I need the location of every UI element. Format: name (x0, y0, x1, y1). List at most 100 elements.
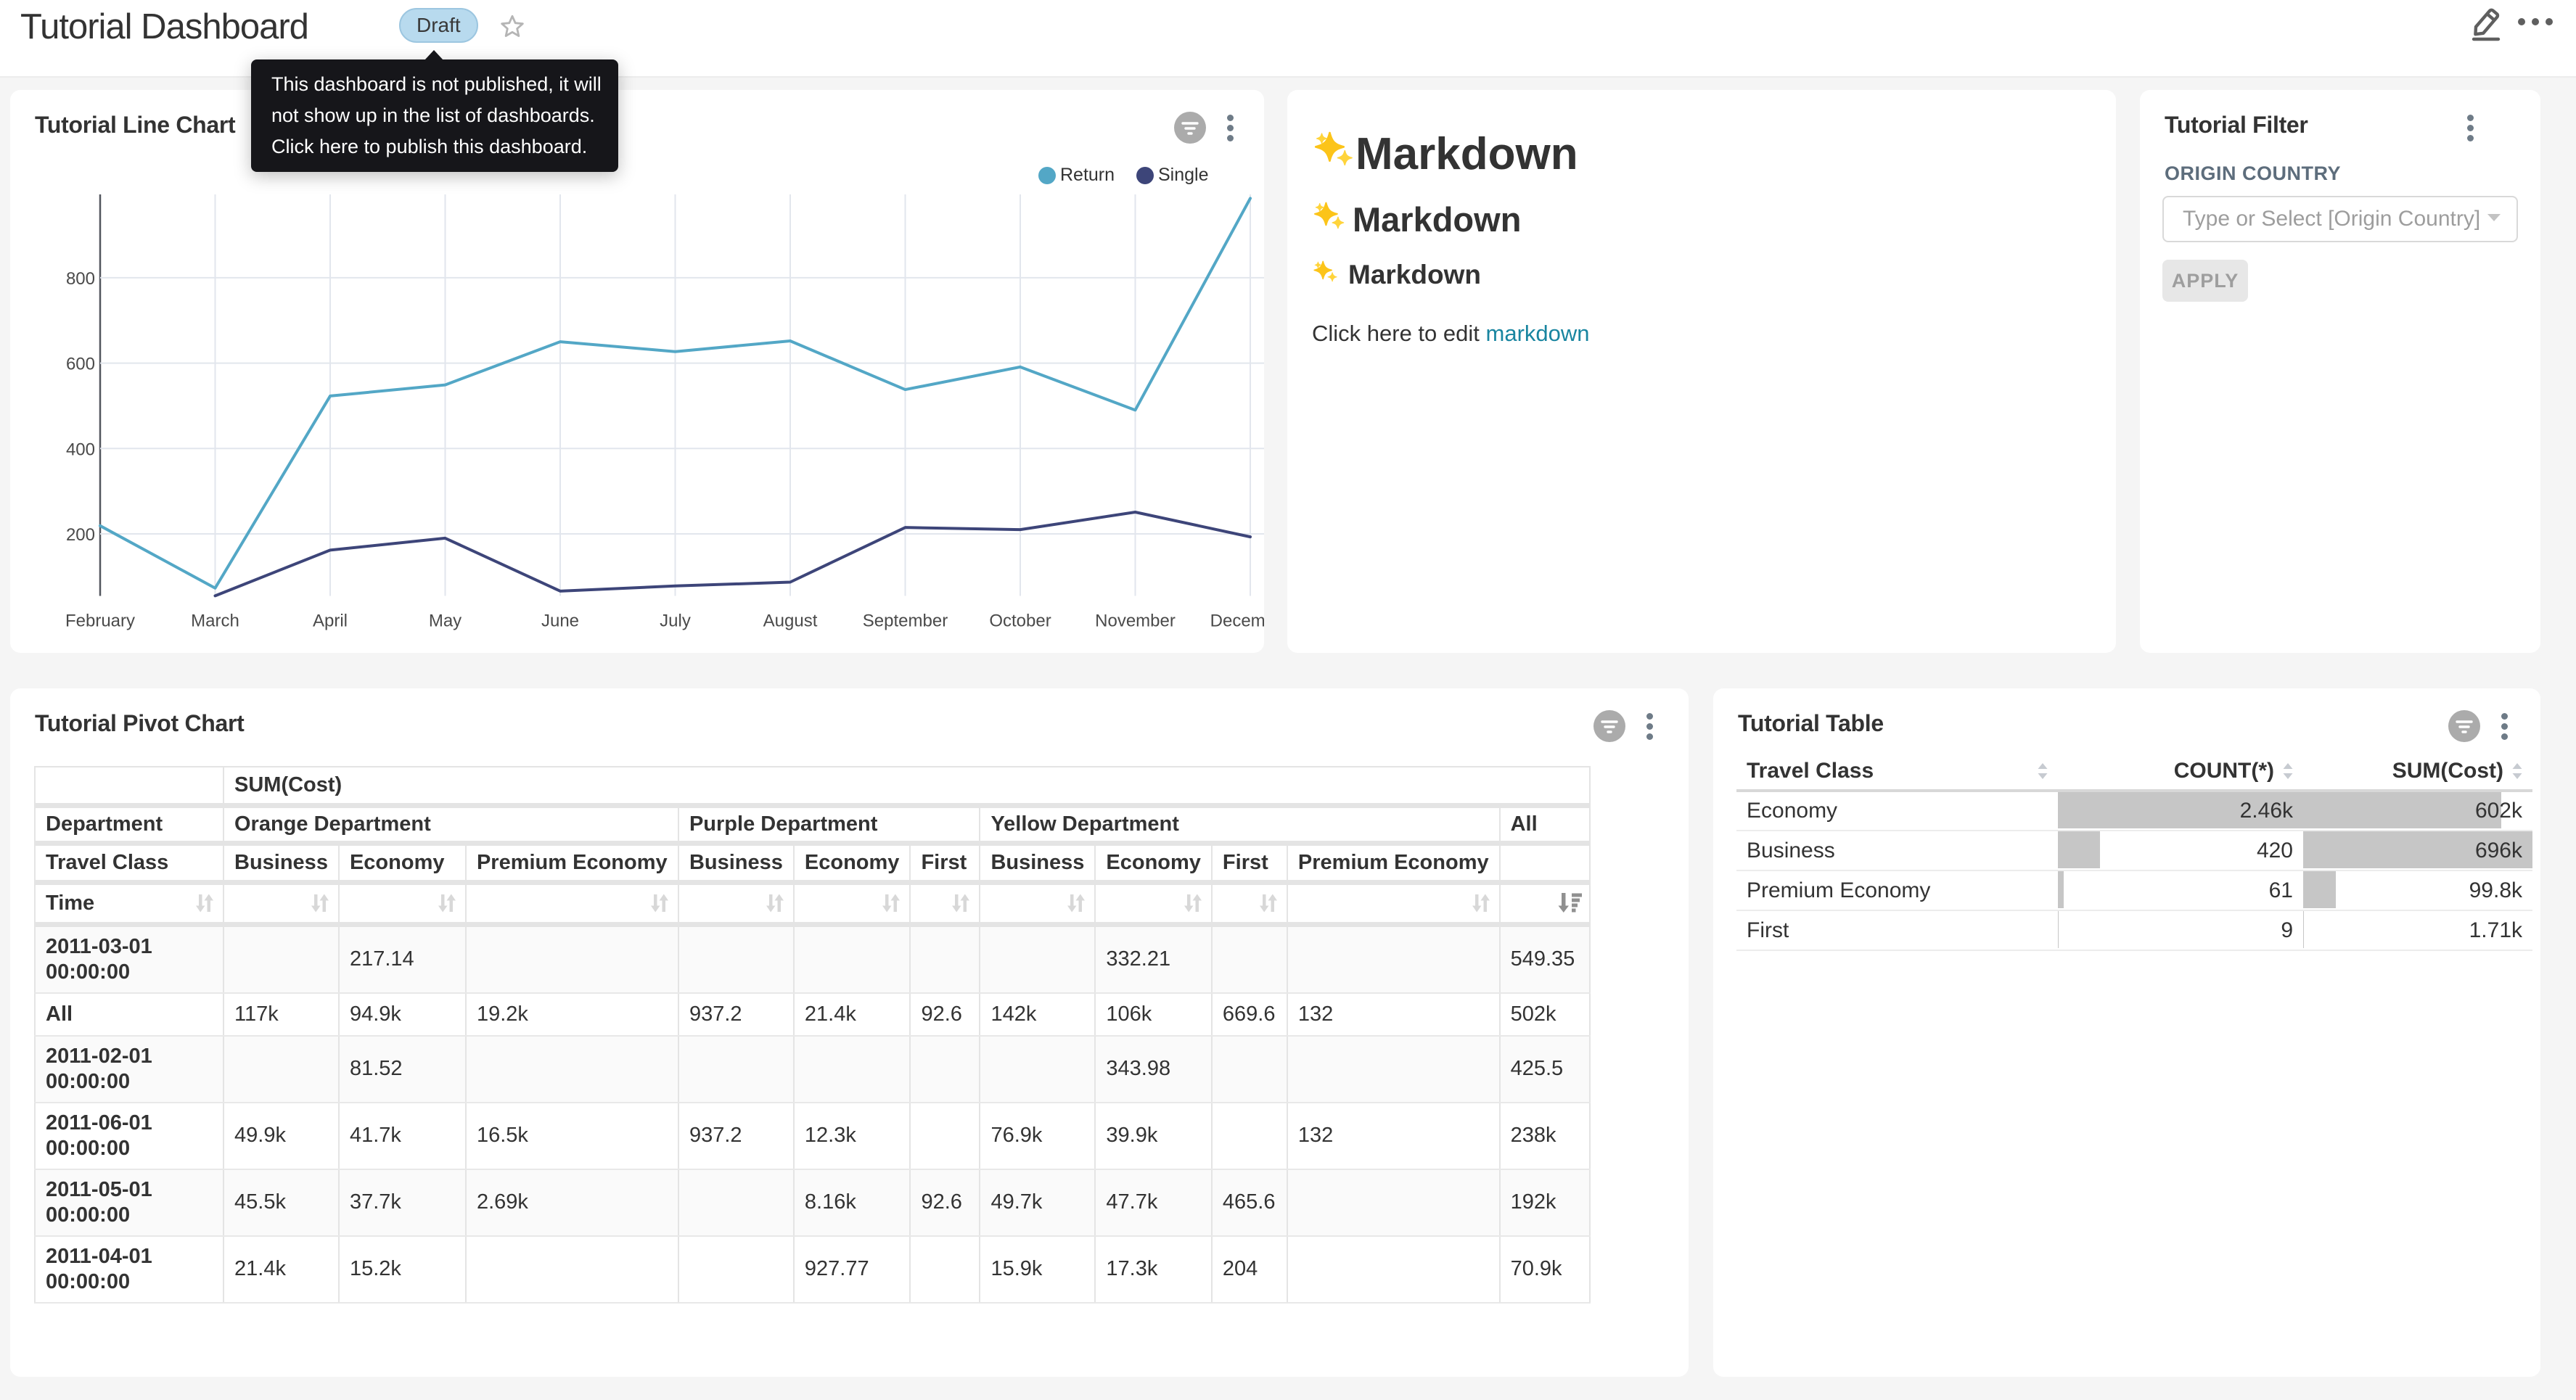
pivot-value-cell: 21.4k (223, 1235, 340, 1304)
pivot-col-header: Premium Economy (464, 843, 679, 885)
pivot-value-cell: 16.5k (464, 1102, 679, 1170)
filter-kebab-menu-icon[interactable] (2454, 112, 2486, 144)
pivot-sort-cell[interactable] (792, 882, 911, 927)
pivot-row-label: All (34, 992, 224, 1037)
pivot-sort-cell[interactable] (909, 882, 981, 927)
pivot-value-cell: 49.9k (223, 1102, 340, 1170)
favorite-star-icon[interactable] (498, 12, 527, 41)
pivot-value-cell: 21.4k (792, 992, 911, 1037)
pivot-time-header[interactable]: Time (34, 882, 224, 927)
cross-filter-icon[interactable] (1174, 112, 1206, 144)
header-kebab-menu-icon[interactable] (2515, 4, 2556, 39)
pivot-value-cell: 142k (979, 992, 1096, 1037)
pivot-value-cell: 92.6 (909, 992, 981, 1037)
pivot-value-cell: 70.9k (1498, 1235, 1591, 1304)
origin-country-select[interactable]: Type or Select [Origin Country] (2162, 196, 2518, 242)
pivot-col-header: Business (677, 843, 795, 885)
legend-single[interactable]: Single (1136, 165, 1209, 186)
pivot-sort-cell[interactable] (1498, 882, 1591, 927)
column-sort-icon[interactable] (2509, 760, 2525, 782)
pivot-sort-cell[interactable] (223, 882, 340, 927)
svg-text:November: November (1095, 612, 1176, 631)
pivot-value-cell: 132 (1286, 1102, 1501, 1170)
pivot-cross-filter-icon[interactable] (1593, 710, 1625, 742)
pivot-value-cell (1210, 1102, 1288, 1170)
pivot-sort-cell[interactable] (1094, 882, 1213, 927)
table-cross-filter-icon[interactable] (2448, 710, 2480, 742)
table-row[interactable]: Business 420 696k (1736, 831, 2532, 871)
sort-icon[interactable] (1469, 891, 1493, 915)
pivot-row-label: 2011-02-01 00:00:00 (34, 1035, 224, 1103)
sort-icon[interactable] (1181, 891, 1205, 915)
pivot-value-cell: 937.2 (677, 1102, 795, 1170)
pivot-row-dim-header: Department (34, 805, 224, 846)
markdown-link[interactable]: markdown (1485, 321, 1590, 346)
table-row[interactable]: Premium Economy 61 99.8k (1736, 870, 2532, 911)
pivot-table: SUM(Cost) Department Orange Department Purp… (34, 766, 1591, 1304)
pivot-value-cell: 19.2k (464, 992, 679, 1037)
pivot-value-cell: 76.9k (979, 1102, 1096, 1170)
pivot-value-cell (979, 924, 1096, 994)
svg-text:June: June (541, 612, 579, 631)
publish-tooltip[interactable]: This dashboard is not published, it will… (251, 50, 618, 172)
pivot-col-group-header: Yellow Department (979, 805, 1501, 846)
col-header-travel-class[interactable]: Travel Class (1736, 753, 2058, 792)
sort-icon[interactable] (879, 891, 903, 915)
table-row[interactable]: First 9 1.71k (1736, 910, 2532, 951)
column-sort-icon[interactable] (2280, 760, 2296, 782)
sort-icon[interactable] (763, 891, 787, 915)
col-header-count[interactable]: COUNT(*) (2058, 753, 2303, 792)
pivot-row-attr-header: Travel Class (34, 843, 224, 885)
tooltip-text: This dashboard is not published, it will… (271, 73, 602, 157)
cell-travel-class: Premium Economy (1736, 870, 2058, 911)
col-header-sum-cost[interactable]: SUM(Cost) (2303, 753, 2532, 792)
sort-icon[interactable] (435, 891, 459, 915)
sort-icon[interactable] (1256, 891, 1281, 915)
markdown-h1: Markdown (1312, 128, 1578, 181)
pivot-value-cell: 132 (1286, 992, 1501, 1037)
table-row[interactable]: Economy 2.46k 602k (1736, 791, 2532, 831)
pivot-col-header: First (1210, 843, 1288, 885)
line-chart-title: Tutorial Line Chart (35, 112, 236, 138)
pivot-sort-cell[interactable] (979, 882, 1096, 927)
sort-icon[interactable] (647, 891, 672, 915)
pivot-value-cell: 937.2 (677, 992, 795, 1037)
pivot-sort-cell[interactable] (1286, 882, 1501, 927)
pivot-hover-actions (1593, 710, 1665, 742)
pivot-value-cell: 106k (1094, 992, 1213, 1037)
line-chart-kebab-menu-icon[interactable] (1214, 112, 1246, 144)
edit-pencil-icon[interactable] (2466, 4, 2506, 42)
pivot-row-label: 2011-03-01 00:00:00 (34, 924, 224, 994)
pivot-sort-cell[interactable] (464, 882, 679, 927)
line-chart-hover-actions (1174, 112, 1246, 144)
select-placeholder: Type or Select [Origin Country] (2183, 207, 2481, 231)
legend-return[interactable]: Return (1038, 165, 1115, 186)
pivot-kebab-menu-icon[interactable] (1633, 710, 1665, 742)
single-legend-dot (1136, 166, 1154, 184)
pivot-col-header: Premium Economy (1286, 843, 1501, 885)
apply-button[interactable]: APPLY (2162, 260, 2248, 302)
sort-icon[interactable] (1064, 891, 1088, 915)
svg-text:July: July (660, 612, 691, 631)
table-kebab-menu-icon[interactable] (2488, 710, 2520, 742)
pivot-value-cell: 217.14 (337, 924, 467, 994)
draft-badge[interactable]: Draft (399, 8, 478, 43)
svg-text:May: May (429, 612, 462, 631)
sort-descending-icon[interactable] (1556, 890, 1583, 916)
pivot-sort-cell[interactable] (337, 882, 467, 927)
column-sort-icon[interactable] (2035, 760, 2051, 782)
pivot-sort-cell[interactable] (677, 882, 795, 927)
pivot-value-cell (677, 1035, 795, 1103)
pivot-value-cell: 39.9k (1094, 1102, 1213, 1170)
sort-icon[interactable] (948, 891, 973, 915)
pivot-sort-cell[interactable] (1210, 882, 1288, 927)
sort-icon[interactable] (192, 891, 217, 915)
dashboard-title[interactable]: Tutorial Dashboard (20, 7, 309, 46)
card-markdown[interactable]: Markdown Markdown Markdown Click here to… (1287, 90, 2116, 653)
pivot-value-cell (677, 1169, 795, 1237)
pivot-metric-header: SUM(Cost) (223, 766, 1591, 808)
pivot-value-cell (1210, 1035, 1288, 1103)
sort-icon[interactable] (308, 891, 332, 915)
sparkles-icon (1312, 199, 1347, 240)
card-tutorial-table: Tutorial Table Travel Class COUNT(*) SUM… (1713, 688, 2540, 1377)
